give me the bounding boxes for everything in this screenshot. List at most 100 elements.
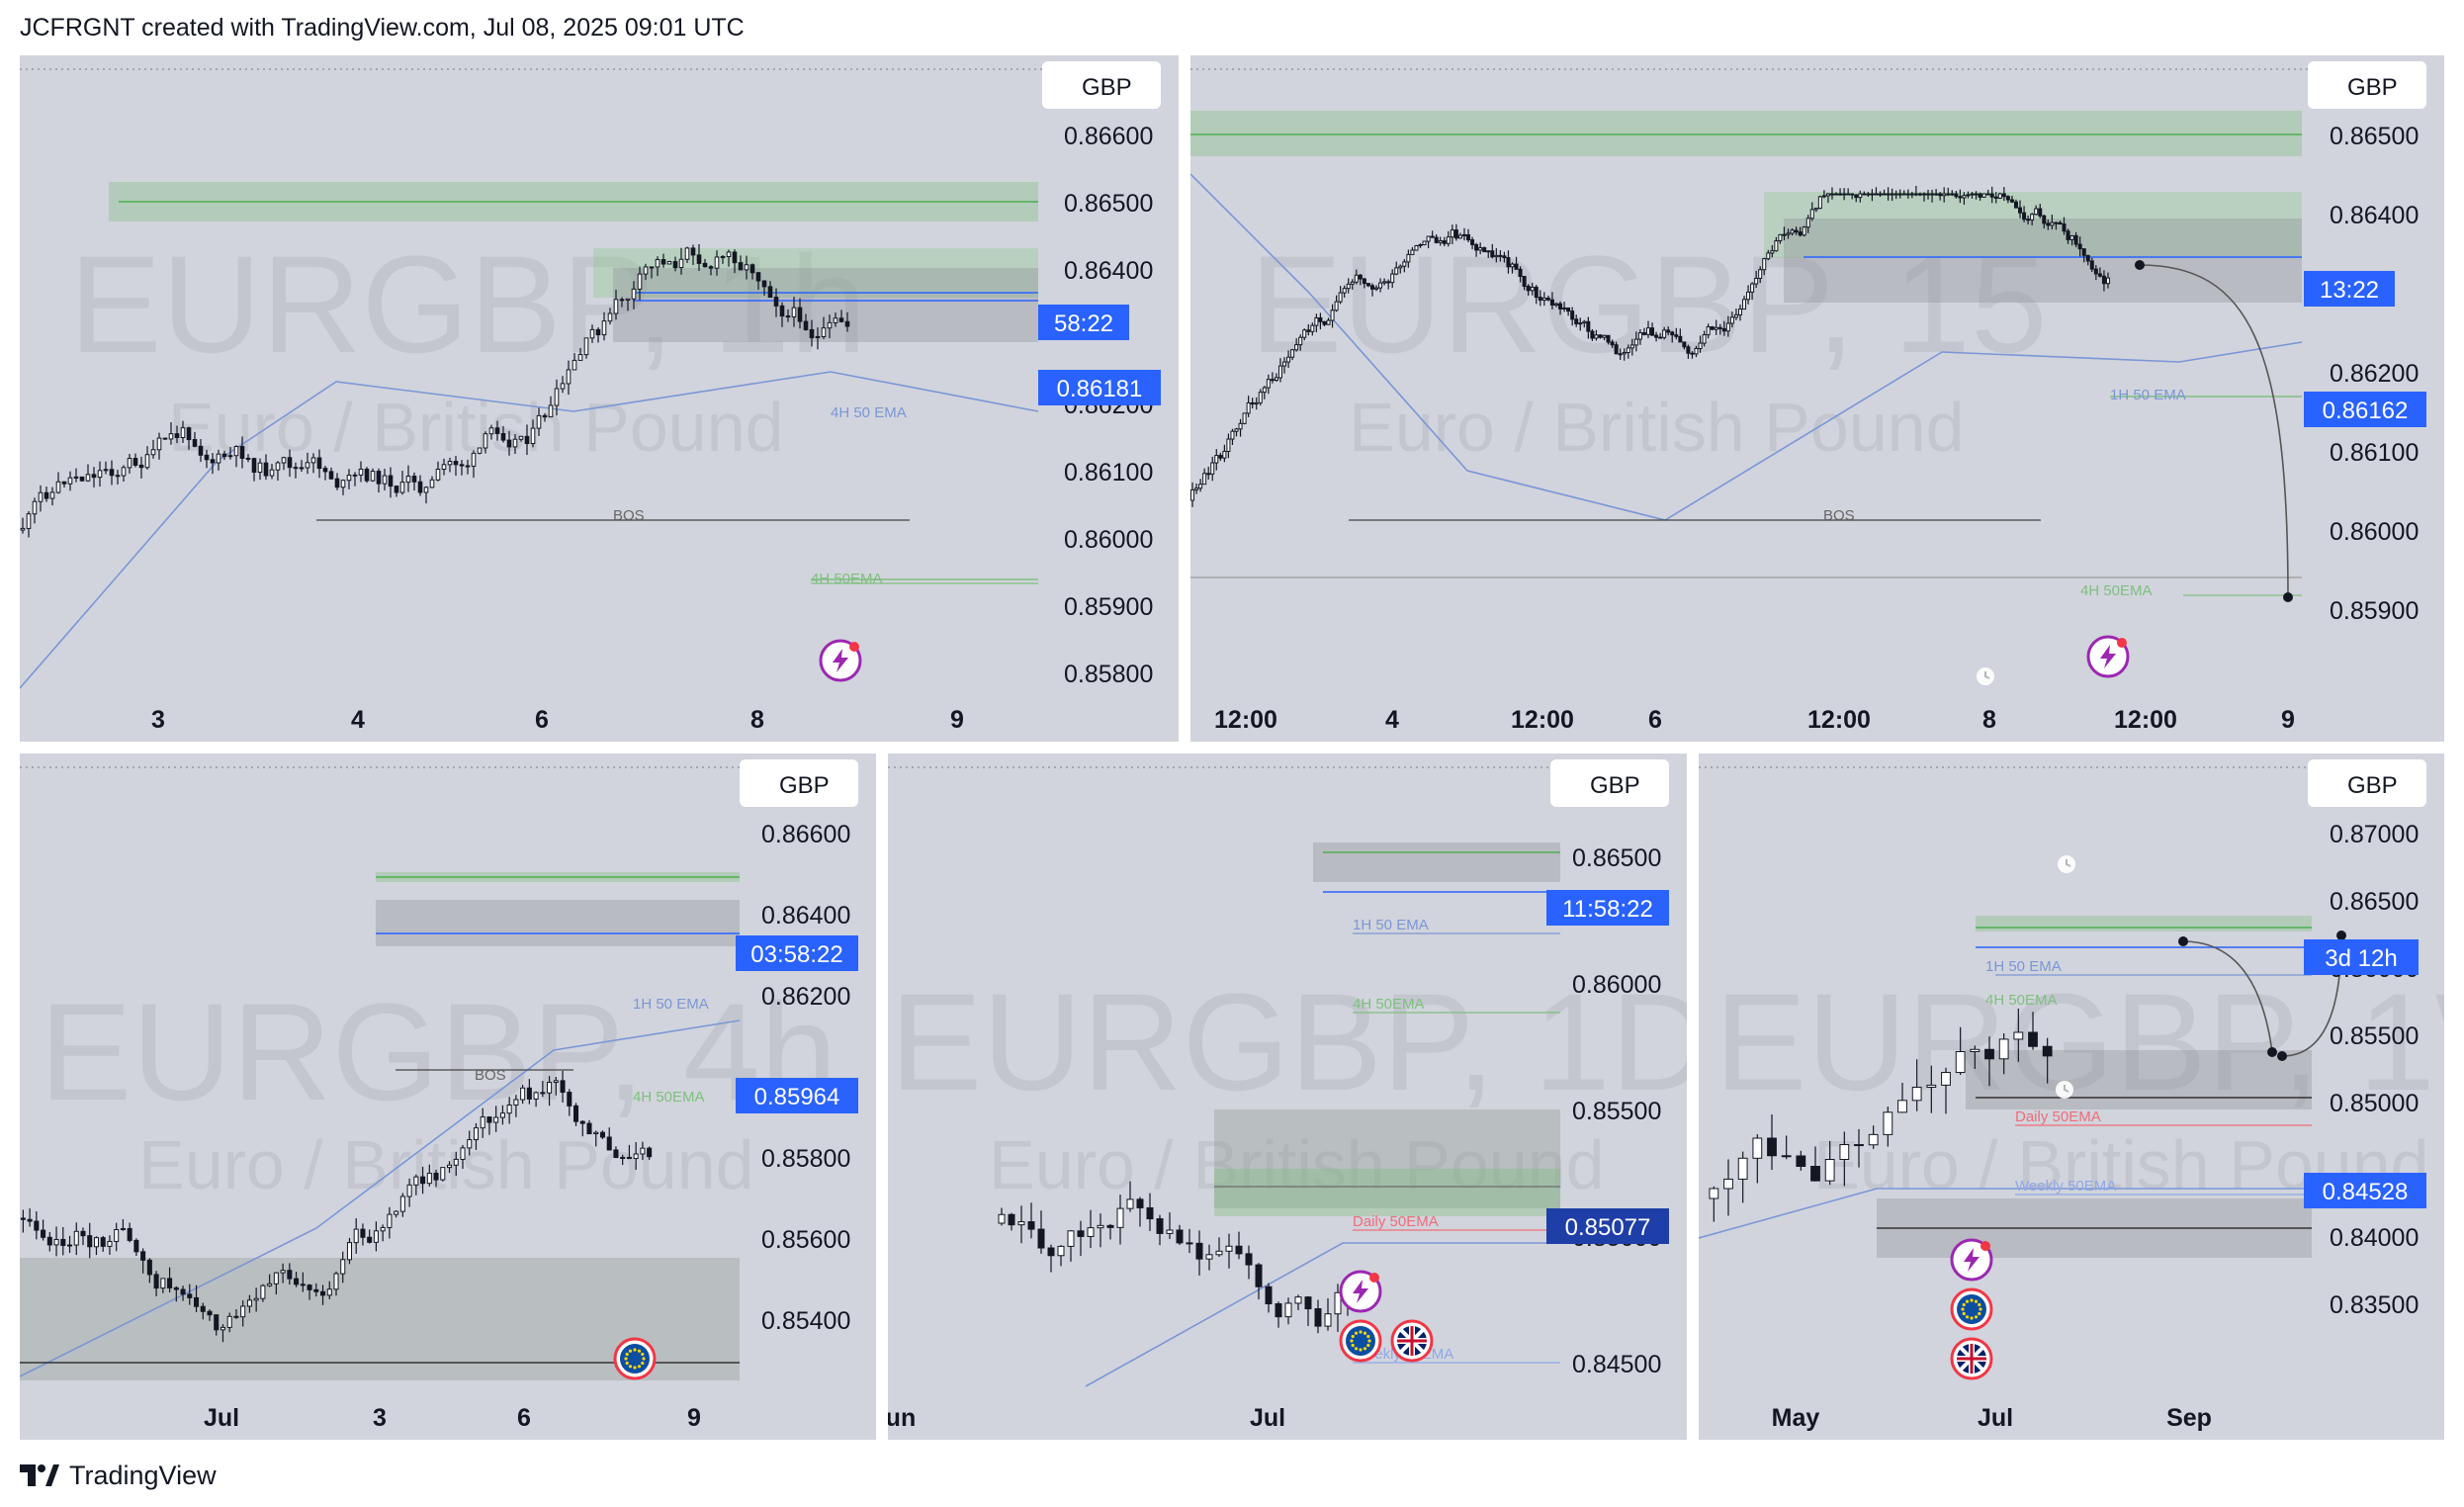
candle-body	[127, 458, 132, 469]
candle-body	[287, 457, 293, 469]
currency-label: GBP	[1590, 772, 1640, 799]
candle-body	[367, 1236, 373, 1243]
eu-star	[1359, 1348, 1363, 1352]
candle-body	[1798, 231, 1803, 236]
candle-body	[1921, 193, 1926, 196]
candle-body	[554, 388, 560, 406]
candle-body	[1842, 193, 1847, 196]
candle-body	[1562, 307, 1567, 310]
candle-body	[1905, 193, 1910, 196]
candle-body	[1750, 283, 1755, 293]
candle-body	[1410, 249, 1415, 255]
candle-body	[1970, 1048, 1980, 1052]
ema-annotation: 1H 50 EMA	[1353, 917, 1429, 933]
candle-body	[1322, 320, 1327, 325]
candle-body	[1402, 261, 1407, 267]
currency-label: GBP	[779, 772, 830, 799]
candle-body	[473, 1127, 479, 1141]
candle-body	[494, 427, 500, 434]
eu-flag-field	[1957, 1294, 1986, 1324]
candle-body	[1369, 285, 1374, 290]
candle-body	[34, 1220, 40, 1231]
countdown-label: 3d 12h	[2304, 939, 2419, 975]
watermark-symbol: EURGBP, 1W	[1715, 964, 2444, 1119]
candle-body	[1457, 234, 1462, 239]
candle-body	[1478, 247, 1483, 251]
candle-body	[1717, 326, 1722, 329]
candle-body	[533, 1092, 539, 1100]
candle-body	[1682, 341, 1687, 348]
candle-body	[773, 297, 779, 307]
candle-body	[93, 1237, 99, 1248]
candle-body	[140, 1251, 146, 1261]
currency-badge[interactable]: GBP	[2308, 759, 2426, 807]
projection-end-dot	[2336, 931, 2346, 940]
candle-body	[1645, 327, 1650, 335]
candle-body	[2018, 207, 2023, 214]
candle-body	[1654, 334, 1659, 338]
candle-body	[513, 1099, 519, 1106]
watermark-name: Euro / British Pound	[138, 1126, 754, 1203]
candle-body	[53, 1238, 59, 1246]
candle-body	[387, 1213, 393, 1228]
candle-body	[1958, 196, 1963, 199]
eu-star	[1354, 1347, 1359, 1351]
chart-panel-eurgbp-4h[interactable]: EURGBP, 4h Euro / British Pound 1H 50 EMA B…	[20, 754, 876, 1440]
notification-dot	[1980, 1241, 1990, 1251]
chart-panel-eurgbp-15m[interactable]: EURGBP, 15 Euro / British Pound 1H 50 EMA B…	[1190, 55, 2444, 742]
eu-flag-icon	[1339, 1319, 1382, 1363]
candle-body	[133, 1239, 139, 1253]
currency-label: GBP	[2347, 772, 2398, 799]
candle-body	[1754, 277, 1759, 285]
projection-start-dot	[2277, 1051, 2287, 1061]
candle-body	[322, 468, 328, 473]
candle-body	[1913, 193, 1918, 196]
candle-body	[1037, 1228, 1045, 1249]
candle-body	[1834, 193, 1839, 196]
eu-star	[624, 1357, 628, 1361]
candle-body	[1950, 193, 1955, 196]
candle-body	[346, 475, 352, 482]
candle-body	[433, 1172, 439, 1181]
candle-body	[761, 280, 767, 288]
currency-badge-bg	[740, 759, 858, 807]
candle-body	[1602, 334, 1607, 338]
candle-body	[1242, 412, 1247, 424]
currency-badge[interactable]: GBP	[1042, 61, 1161, 109]
candle-body	[441, 464, 447, 471]
candle-body	[1574, 318, 1579, 324]
candle-body	[1306, 329, 1311, 332]
candle-body	[1911, 1087, 1922, 1102]
currency-badge[interactable]: GBP	[1550, 759, 1669, 807]
clock-icon	[2058, 855, 2075, 873]
countdown-text: 58:22	[1054, 310, 1113, 337]
candle-body	[1737, 1157, 1748, 1180]
candle-body	[233, 446, 239, 457]
candle-body	[1386, 281, 1391, 284]
currency-badge[interactable]: GBP	[2308, 61, 2426, 109]
chart-panel-eurgbp-1h[interactable]: EURGBP, 1h Euro / British Pound 4H 50 EMA B…	[20, 55, 1179, 742]
candle-body	[405, 476, 411, 484]
candle-body	[73, 1230, 79, 1246]
candle-body	[1698, 342, 1703, 349]
candle-body	[226, 1315, 232, 1328]
candle-body	[293, 467, 299, 470]
eu-star	[1363, 1347, 1367, 1351]
candle-body	[483, 433, 488, 449]
candle-body	[567, 1092, 572, 1107]
ema-annotation: 1H 50 EMA	[2110, 387, 2186, 403]
candle-body	[1534, 286, 1539, 299]
price-axis-label: 0.85800	[1064, 661, 1153, 688]
candle-body	[1218, 455, 1223, 459]
currency-badge[interactable]: GBP	[740, 759, 858, 807]
footer-brand[interactable]: TradingView	[20, 1458, 217, 1493]
candle-body	[1541, 297, 1546, 302]
candle-body	[313, 1288, 319, 1292]
